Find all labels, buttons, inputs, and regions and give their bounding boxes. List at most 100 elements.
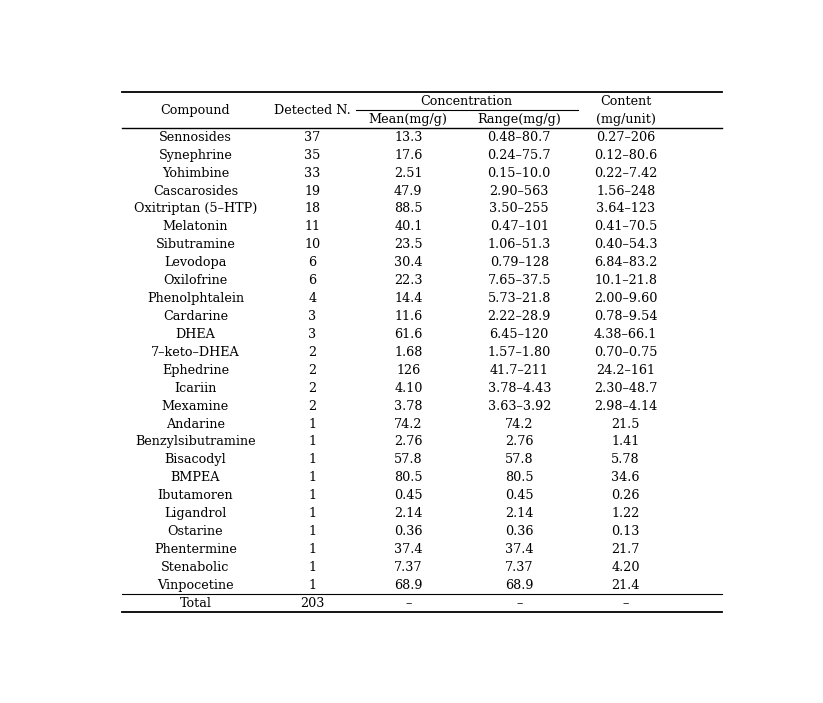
Text: 0.27–206: 0.27–206 [596,131,655,144]
Text: 7.65–37.5: 7.65–37.5 [487,274,551,287]
Text: 0.26: 0.26 [611,489,640,502]
Text: 1.06–51.3: 1.06–51.3 [487,238,551,251]
Text: 2.98–4.14: 2.98–4.14 [594,399,658,413]
Text: –: – [622,597,629,610]
Text: 2.76: 2.76 [394,435,422,449]
Text: Ephedrine: Ephedrine [162,363,229,377]
Text: 6.45–120: 6.45–120 [490,328,549,341]
Text: 6: 6 [309,274,316,287]
Text: 1: 1 [309,561,316,574]
Text: DHEA: DHEA [175,328,216,341]
Text: 2.76: 2.76 [505,435,533,449]
Text: 1: 1 [309,489,316,502]
Text: 11.6: 11.6 [394,310,422,323]
Text: 2: 2 [309,399,316,413]
Text: Vinpocetine: Vinpocetine [157,579,234,592]
Text: Icariin: Icariin [174,382,216,394]
Text: 37.4: 37.4 [505,543,533,556]
Text: Oxitriptan (5–HTP): Oxitriptan (5–HTP) [134,202,257,215]
Text: 3.63–3.92: 3.63–3.92 [487,399,551,413]
Text: 33: 33 [305,167,320,180]
Text: 6.84–83.2: 6.84–83.2 [594,256,658,269]
Text: 57.8: 57.8 [504,453,533,466]
Text: 0.45: 0.45 [504,489,533,502]
Text: 2.22–28.9: 2.22–28.9 [487,310,551,323]
Text: 126: 126 [396,363,421,377]
Text: 68.9: 68.9 [394,579,422,592]
Text: Yohimbine: Yohimbine [162,167,229,180]
Text: 6: 6 [309,256,316,269]
Text: 80.5: 80.5 [504,471,533,484]
Text: 2.14: 2.14 [505,507,533,520]
Text: Concentration: Concentration [421,95,513,108]
Text: 2: 2 [309,363,316,377]
Text: 0.15–10.0: 0.15–10.0 [487,167,551,180]
Text: 35: 35 [305,149,320,162]
Text: 0.12–80.6: 0.12–80.6 [594,149,658,162]
Text: Phenolphtalein: Phenolphtalein [146,292,244,305]
Text: 74.2: 74.2 [394,418,422,430]
Text: 13.3: 13.3 [394,131,422,144]
Text: 34.6: 34.6 [611,471,640,484]
Text: Benzylsibutramine: Benzylsibutramine [135,435,256,449]
Text: 3.64–123: 3.64–123 [596,202,655,215]
Text: Cascarosides: Cascarosides [153,185,238,198]
Text: 68.9: 68.9 [505,579,533,592]
Text: Compound: Compound [160,104,230,117]
Text: 41.7–211: 41.7–211 [490,363,549,377]
Text: 5.73–21.8: 5.73–21.8 [487,292,551,305]
Text: 0.47–101: 0.47–101 [490,220,549,233]
Text: 10.1–21.8: 10.1–21.8 [594,274,657,287]
Text: 0.48–80.7: 0.48–80.7 [487,131,551,144]
Text: 47.9: 47.9 [394,185,422,198]
Text: 2: 2 [309,382,316,394]
Text: 4.38–66.1: 4.38–66.1 [594,328,658,341]
Text: 1.22: 1.22 [611,507,639,520]
Text: (mg/unit): (mg/unit) [596,113,656,126]
Text: 74.2: 74.2 [505,418,533,430]
Text: 0.78–9.54: 0.78–9.54 [594,310,658,323]
Text: Total: Total [179,597,212,610]
Text: 0.13: 0.13 [611,525,639,538]
Text: 203: 203 [300,597,324,610]
Text: 37: 37 [305,131,320,144]
Text: 2.30–48.7: 2.30–48.7 [594,382,658,394]
Text: Ibutamoren: Ibutamoren [158,489,233,502]
Text: 3.78: 3.78 [394,399,422,413]
Text: Cardarine: Cardarine [163,310,228,323]
Text: 1: 1 [309,435,316,449]
Text: 80.5: 80.5 [394,471,422,484]
Text: 30.4: 30.4 [394,256,422,269]
Text: 2.14: 2.14 [394,507,422,520]
Text: 21.7: 21.7 [611,543,639,556]
Text: 2.90–563: 2.90–563 [490,185,549,198]
Text: 1.57–1.80: 1.57–1.80 [487,346,551,359]
Text: Ostarine: Ostarine [168,525,223,538]
Text: 0.36: 0.36 [505,525,533,538]
Text: 22.3: 22.3 [394,274,422,287]
Text: Melatonin: Melatonin [163,220,228,233]
Text: BMPEA: BMPEA [170,471,221,484]
Text: 11: 11 [305,220,320,233]
Text: 57.8: 57.8 [394,453,422,466]
Text: 1.56–248: 1.56–248 [596,185,655,198]
Text: 3: 3 [309,310,316,323]
Text: 4.10: 4.10 [394,382,422,394]
Text: Oxilofrine: Oxilofrine [163,274,228,287]
Text: Stenabolic: Stenabolic [161,561,230,574]
Text: 37.4: 37.4 [394,543,422,556]
Text: 0.41–70.5: 0.41–70.5 [594,220,658,233]
Text: 1: 1 [309,507,316,520]
Text: 1: 1 [309,525,316,538]
Text: 0.45: 0.45 [394,489,422,502]
Text: 0.70–0.75: 0.70–0.75 [594,346,658,359]
Text: 40.1: 40.1 [394,220,422,233]
Text: Levodopa: Levodopa [165,256,226,269]
Text: –: – [405,597,412,610]
Text: 14.4: 14.4 [394,292,422,305]
Text: 0.24–75.7: 0.24–75.7 [487,149,551,162]
Text: Andarine: Andarine [166,418,225,430]
Text: 1: 1 [309,579,316,592]
Text: 1.68: 1.68 [394,346,422,359]
Text: 7.37: 7.37 [394,561,422,574]
